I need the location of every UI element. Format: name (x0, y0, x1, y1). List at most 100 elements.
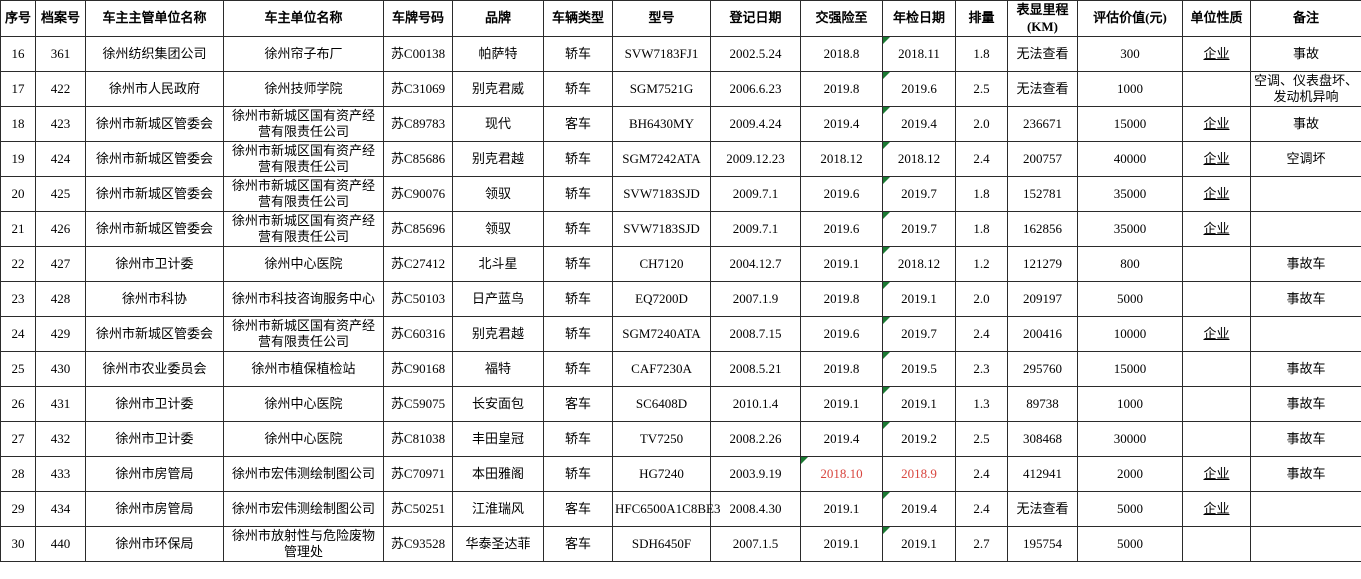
cell-file-no: 430 (35, 351, 86, 387)
cell-remark: 事故车 (1250, 386, 1361, 422)
cell-value: 412941 (1023, 465, 1062, 481)
cell-value: 2.4 (973, 465, 990, 481)
cell-register-date: 2008.5.21 (710, 351, 801, 387)
cell-value: 别克君越 (471, 150, 524, 166)
cell-model: HG7240 (612, 456, 711, 492)
cell-value: 5000 (1117, 290, 1143, 306)
cell-owner-unit: 徐州市新城区国有资产经营有限责任公司 (223, 106, 384, 142)
cell-brand: 别克君越 (452, 141, 544, 177)
cell-model: EQ7200D (612, 281, 711, 317)
cell-seq: 27 (0, 421, 36, 457)
cell-value: 424 (50, 150, 71, 166)
cell-value: 无法查看 (1016, 80, 1069, 96)
cell-file-no: 425 (35, 176, 86, 212)
cell-value: 2.4 (973, 325, 990, 341)
cell-insurance-until: 2018.10 (800, 456, 883, 492)
cell-value: 19 (11, 150, 25, 166)
cell-supervisor-unit: 徐州市农业委员会 (85, 351, 224, 387)
cell-brand: 丰田皇冠 (452, 421, 544, 457)
cell-value: SGM7240ATA (622, 325, 701, 341)
col-header-assessed-value: 评估价值(元) (1077, 0, 1183, 37)
cell-value: 2019.6 (901, 80, 937, 96)
cell-value: 17 (11, 80, 25, 96)
cell-mileage: 295760 (1007, 351, 1078, 387)
col-header-remark: 备注 (1250, 0, 1361, 37)
cell-remark: 事故车 (1250, 351, 1361, 387)
cell-brand: 现代 (452, 106, 544, 142)
cell-mileage: 308468 (1007, 421, 1078, 457)
cell-value: 2007.1.5 (732, 535, 779, 551)
cell-seq: 28 (0, 456, 36, 492)
cell-mileage: 209197 (1007, 281, 1078, 317)
cell-model: SVW7183FJ1 (612, 36, 711, 72)
cell-seq: 23 (0, 281, 36, 317)
cell-remark: 事故车 (1250, 246, 1361, 282)
cell-assessed-value: 15000 (1077, 106, 1183, 142)
cell-value: 2.5 (973, 80, 990, 96)
cell-model: SVW7183SJD (612, 176, 711, 212)
cell-model: SGM7521G (612, 71, 711, 107)
cell-mileage: 236671 (1007, 106, 1078, 142)
cell-mileage: 无法查看 (1007, 36, 1078, 72)
cell-vehicle-type: 客车 (543, 491, 613, 527)
cell-value: 2009.12.23 (726, 150, 785, 166)
cell-supervisor-unit: 徐州市新城区管委会 (85, 316, 224, 352)
cell-supervisor-unit: 徐州市卫计委 (85, 386, 224, 422)
cell-value: 308468 (1023, 430, 1062, 446)
cell-value: 苏C59075 (390, 395, 446, 411)
cell-value: 2019.2 (901, 430, 937, 446)
cell-plate-no: 苏C85686 (383, 141, 453, 177)
cell-plate-no: 苏C31069 (383, 71, 453, 107)
cell-owner-unit: 徐州帘子布厂 (223, 36, 384, 72)
cell-value: 徐州市卫计委 (115, 395, 194, 411)
cell-inspection-date: 2018.11 (882, 36, 956, 72)
cell-value: 苏C90168 (390, 360, 446, 376)
cell-value: 2019.7 (901, 220, 937, 236)
cell-value: 2018.9 (901, 465, 937, 481)
cell-assessed-value: 1000 (1077, 386, 1183, 422)
cell-assessed-value: 5000 (1077, 526, 1183, 562)
table-row: 29 434 徐州市房管局 徐州市宏伟测绘制图公司 苏C50251 江淮瑞风 客… (0, 491, 1361, 527)
cell-value: 苏C31069 (390, 80, 446, 96)
cell-brand: 福特 (452, 351, 544, 387)
cell-value: SVW7183SJD (623, 220, 700, 236)
cell-inspection-date: 2019.1 (882, 281, 956, 317)
cell-register-date: 2004.12.7 (710, 246, 801, 282)
table-row: 18 423 徐州市新城区管委会 徐州市新城区国有资产经营有限责任公司 苏C89… (0, 106, 1361, 142)
cell-value: CAF7230A (631, 360, 692, 376)
cell-brand: 帕萨特 (452, 36, 544, 72)
cell-value: 2019.6 (823, 220, 860, 236)
col-header-file-no: 档案号 (35, 0, 86, 37)
cell-remark (1250, 316, 1361, 352)
cell-value: 轿车 (564, 290, 591, 306)
cell-value: 423 (50, 115, 71, 131)
cell-value: 433 (50, 465, 71, 481)
cell-value: 徐州市新城区国有资产经营有限责任公司 (231, 212, 375, 244)
cell-plate-no: 苏C70971 (383, 456, 453, 492)
cell-file-no: 361 (35, 36, 86, 72)
cell-assessed-value: 2000 (1077, 456, 1183, 492)
error-indicator-triangle-icon (883, 492, 890, 499)
cell-value: 432 (50, 430, 71, 446)
cell-file-no: 432 (35, 421, 86, 457)
cell-value: 2019.1 (823, 395, 860, 411)
cell-unit-nature (1182, 421, 1251, 457)
cell-value: 2019.7 (901, 185, 937, 201)
cell-value: 431 (50, 395, 71, 411)
cell-mileage: 无法查看 (1007, 71, 1078, 107)
cell-value: 2019.8 (823, 80, 860, 96)
cell-value: 企业 (1203, 500, 1230, 516)
cell-inspection-date: 2019.1 (882, 526, 956, 562)
cell-assessed-value: 30000 (1077, 421, 1183, 457)
table-row: 26 431 徐州市卫计委 徐州中心医院 苏C59075 长安面包 客车 SC6… (0, 386, 1361, 422)
cell-value: 苏C90076 (390, 185, 446, 201)
cell-value: 企业 (1203, 45, 1230, 61)
cell-value: 事故车 (1286, 430, 1326, 446)
cell-value: 23 (11, 290, 25, 306)
table-row: 16 361 徐州纺织集团公司 徐州帘子布厂 苏C00138 帕萨特 轿车 SV… (0, 36, 1361, 72)
cell-assessed-value: 1000 (1077, 71, 1183, 107)
cell-insurance-until: 2019.4 (800, 421, 883, 457)
cell-value: 企业 (1203, 325, 1230, 341)
cell-vehicle-type: 轿车 (543, 71, 613, 107)
cell-remark (1250, 526, 1361, 562)
